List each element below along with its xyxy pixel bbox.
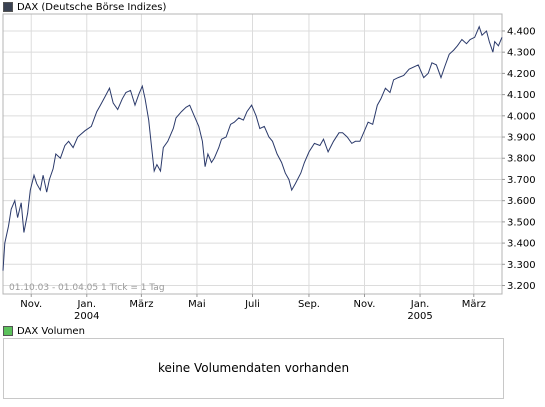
y-tick-label: 4.200 [507, 69, 536, 80]
y-tick-label: 4.000 [507, 111, 536, 122]
volume-legend-swatch [3, 326, 13, 336]
volume-panel: keine Volumendaten vorhanden [3, 338, 504, 399]
x-tick-label: Mai [188, 299, 206, 310]
main-legend: DAX (Deutsche Börse Indizes) [3, 0, 166, 14]
y-tick-label: 3.200 [507, 281, 536, 292]
x-tick-label: Juli [244, 299, 260, 310]
y-tick-label: 3.800 [507, 154, 536, 165]
chart-grid [3, 14, 502, 294]
dax-series-line [2, 25, 503, 271]
x-tick-label: Jan. [76, 299, 96, 310]
y-tick-label: 3.300 [507, 260, 536, 271]
volume-legend: DAX Volumen [3, 324, 85, 338]
dax-legend-swatch [3, 2, 13, 12]
date-range-annotation: 01.10.03 - 01.04.05 1 Tick = 1 Tag [9, 283, 165, 293]
dax-price-chart: 3.200 3.300 3.400 3.500 3.600 3.700 3.800 3.900… [2, 13, 536, 322]
x-tick-year-label: 2004 [74, 311, 99, 322]
y-tick-label: 3.500 [507, 217, 536, 228]
x-tick-year-label: 2005 [407, 311, 432, 322]
y-tick-label: 3.400 [507, 239, 536, 250]
y-axis: 3.200 3.300 3.400 3.500 3.600 3.700 3.800 3.900… [502, 26, 536, 292]
x-tick-label: Jan. [410, 299, 430, 310]
y-tick-label: 3.600 [507, 196, 536, 207]
x-tick-label: März [462, 299, 486, 310]
y-tick-label: 4.400 [507, 26, 536, 37]
no-volume-message: keine Volumendaten vorhanden [157, 361, 350, 375]
x-tick-label: Nov. [354, 299, 376, 310]
chart-title: DAX (Deutsche Börse Indizes) [17, 1, 167, 13]
y-tick-label: 4.100 [507, 90, 536, 101]
y-tick-label: 4.300 [507, 48, 536, 59]
x-tick-label: Sep. [298, 299, 320, 310]
y-tick-label: 3.900 [507, 133, 536, 144]
x-tick-label: März [129, 299, 153, 310]
x-tick-label: Nov. [20, 299, 42, 310]
volume-legend-label: DAX Volumen [17, 325, 85, 337]
y-tick-label: 3.700 [507, 175, 536, 186]
